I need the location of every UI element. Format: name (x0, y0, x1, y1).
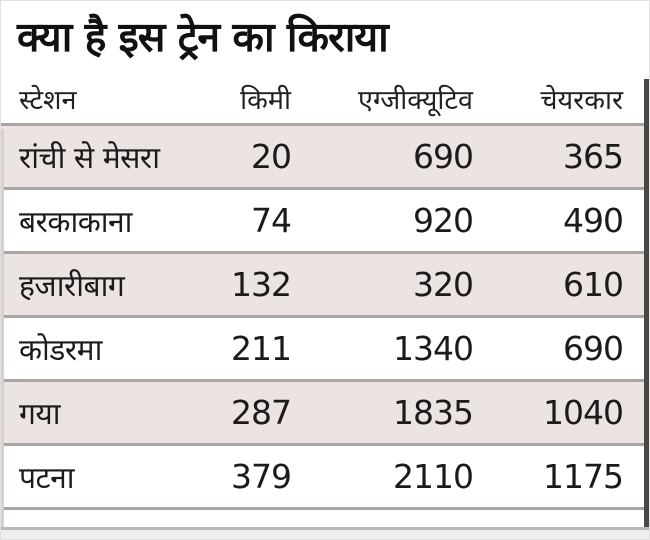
km-cell: 74 (251, 201, 292, 240)
column-header-executive: एग्जीक्यूटिव (358, 85, 473, 116)
executive-cell: 690 (413, 137, 474, 176)
executive-cell: 920 (413, 201, 474, 240)
chaircar-cell: 490 (563, 201, 624, 240)
km-cell: 379 (231, 457, 292, 496)
table-row: रांची से मेसरा 20 690 365 (1, 126, 649, 190)
right-border (644, 79, 649, 530)
table-row: कोडरमा 211 1340 690 (1, 318, 649, 382)
table-row: पटना 379 2110 1175 (1, 446, 649, 510)
left-border (1, 129, 4, 530)
km-cell: 20 (251, 137, 292, 176)
table-row: हजारीबाग 132 320 610 (1, 254, 649, 318)
executive-cell: 2110 (393, 457, 474, 496)
column-header-chaircar: चेयरकार (540, 85, 623, 116)
executive-cell: 1835 (393, 393, 474, 432)
chaircar-cell: 690 (563, 329, 624, 368)
station-cell: गया (19, 397, 61, 432)
table-header: स्टेशन किमी एग्जीक्यूटिव चेयरकार (1, 73, 649, 126)
station-cell: रांची से मेसरा (19, 141, 160, 176)
column-header-km: किमी (240, 85, 291, 116)
table-row: बरकाकाना 74 920 490 (1, 190, 649, 254)
page-title: क्या है इस ट्रेन का किराया (17, 13, 389, 61)
km-cell: 132 (231, 265, 292, 304)
chaircar-cell: 1040 (543, 393, 624, 432)
station-cell: कोडरमा (19, 333, 102, 368)
table-row: गया 287 1835 1040 (1, 382, 649, 446)
bottom-border (1, 527, 649, 539)
km-cell: 211 (231, 329, 292, 368)
station-cell: हजारीबाग (19, 269, 125, 304)
chaircar-cell: 365 (563, 137, 624, 176)
executive-cell: 320 (413, 265, 474, 304)
column-header-station: स्टेशन (19, 85, 77, 116)
chaircar-cell: 610 (563, 265, 624, 304)
station-cell: पटना (19, 461, 75, 496)
executive-cell: 1340 (393, 329, 474, 368)
km-cell: 287 (231, 393, 292, 432)
station-cell: बरकाकाना (19, 205, 132, 240)
chaircar-cell: 1175 (543, 457, 624, 496)
